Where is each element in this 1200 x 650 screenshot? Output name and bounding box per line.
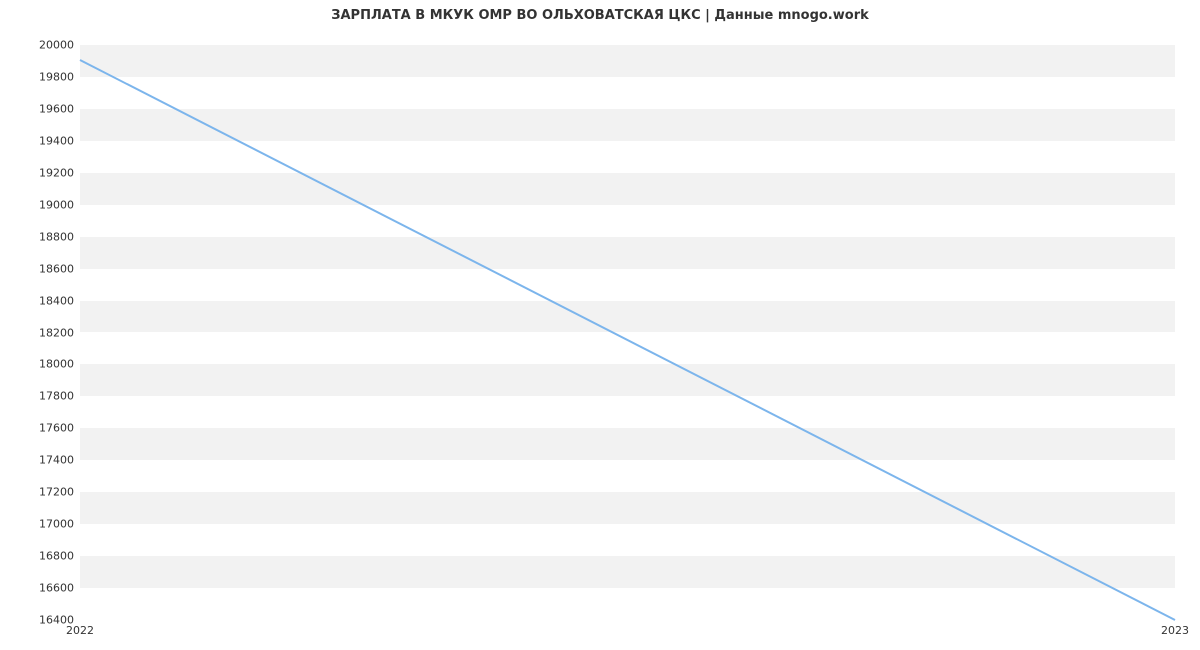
y-tick-label: 19600 [4,102,74,115]
x-tick-label: 2023 [1161,624,1189,637]
y-tick-label: 18000 [4,358,74,371]
y-tick-label: 19400 [4,134,74,147]
y-tick-label: 19200 [4,166,74,179]
y-tick-label: 16800 [4,550,74,563]
y-tick-label: 18600 [4,262,74,275]
y-tick-label: 16400 [4,614,74,627]
y-tick-label: 16600 [4,582,74,595]
x-tick-label: 2022 [66,624,94,637]
y-tick-label: 17400 [4,454,74,467]
y-tick-label: 18800 [4,230,74,243]
y-tick-label: 20000 [4,39,74,52]
series-line [80,60,1175,620]
y-tick-label: 18200 [4,326,74,339]
y-tick-label: 17800 [4,390,74,403]
y-tick-label: 17000 [4,518,74,531]
plot-area [80,45,1175,620]
line-layer [80,45,1175,620]
y-tick-label: 19800 [4,70,74,83]
chart-title: ЗАРПЛАТА В МКУК ОМР ВО ОЛЬХОВАТСКАЯ ЦКС … [0,8,1200,23]
y-tick-label: 17600 [4,422,74,435]
y-tick-label: 18400 [4,294,74,307]
y-tick-label: 17200 [4,486,74,499]
y-tick-label: 19000 [4,198,74,211]
